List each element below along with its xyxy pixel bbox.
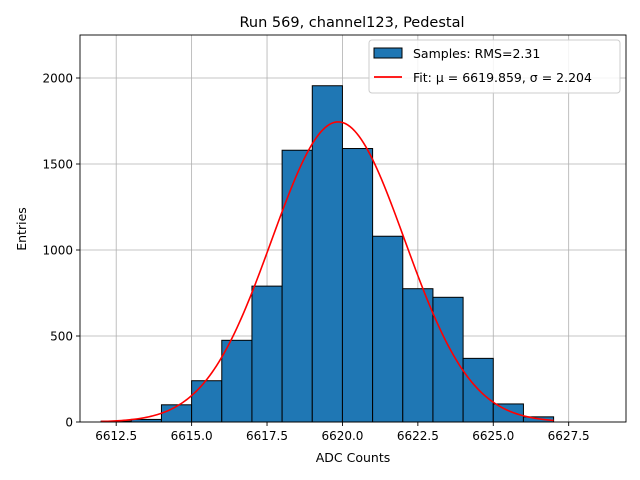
- legend-box: [368, 39, 621, 94]
- histogram-bar: [311, 85, 343, 423]
- x-tick-label: 6625.0: [472, 429, 514, 443]
- histogram-bar: [251, 285, 283, 423]
- x-tick-label: 6627.5: [548, 429, 590, 443]
- legend: Samples: RMS=2.31 Fit: μ = 6619.859, σ =…: [368, 39, 621, 94]
- histogram-bar: [492, 403, 524, 423]
- histogram-bar: [221, 339, 253, 423]
- plot-frame: [79, 34, 627, 423]
- y-tick-label: 0: [65, 416, 73, 430]
- x-axis-label: ADC Counts: [316, 450, 391, 465]
- histogram-bar: [402, 288, 434, 423]
- histogram-bar: [191, 380, 223, 423]
- y-tick-label: 2000: [42, 72, 73, 86]
- y-tick-label: 1000: [42, 244, 73, 258]
- x-tick-label: 6615.0: [171, 429, 213, 443]
- histogram-bar: [281, 149, 313, 423]
- chart-title: Run 569, channel123, Pedestal: [239, 15, 464, 31]
- legend-label-samples: Samples: RMS=2.31: [413, 46, 540, 61]
- legend-swatch-samples: [373, 47, 403, 59]
- y-tick-label: 1500: [42, 158, 73, 172]
- legend-label-fit: Fit: μ = 6619.859, σ = 2.204: [413, 70, 592, 85]
- histogram-bar: [160, 404, 193, 423]
- x-tick-label: 6622.5: [397, 429, 439, 443]
- x-axis-ticks: 6612.5 6615.0 6617.5 6620.0 6622.5 6625.0 6627…: [95, 422, 590, 443]
- y-tick-label: 500: [50, 330, 73, 344]
- histogram-bar: [372, 235, 404, 423]
- fit-curve: [101, 121, 554, 423]
- y-axis-label: Entries: [14, 207, 29, 251]
- histogram-bar: [432, 296, 464, 423]
- x-tick-label: 6620.0: [321, 429, 363, 443]
- y-axis-ticks: 0 500 1000 1500 2000: [42, 72, 80, 430]
- histogram-bar: [341, 148, 374, 423]
- x-tick-label: 6617.5: [246, 429, 288, 443]
- x-tick-label: 6612.5: [95, 429, 137, 443]
- histogram-bars: [100, 85, 555, 423]
